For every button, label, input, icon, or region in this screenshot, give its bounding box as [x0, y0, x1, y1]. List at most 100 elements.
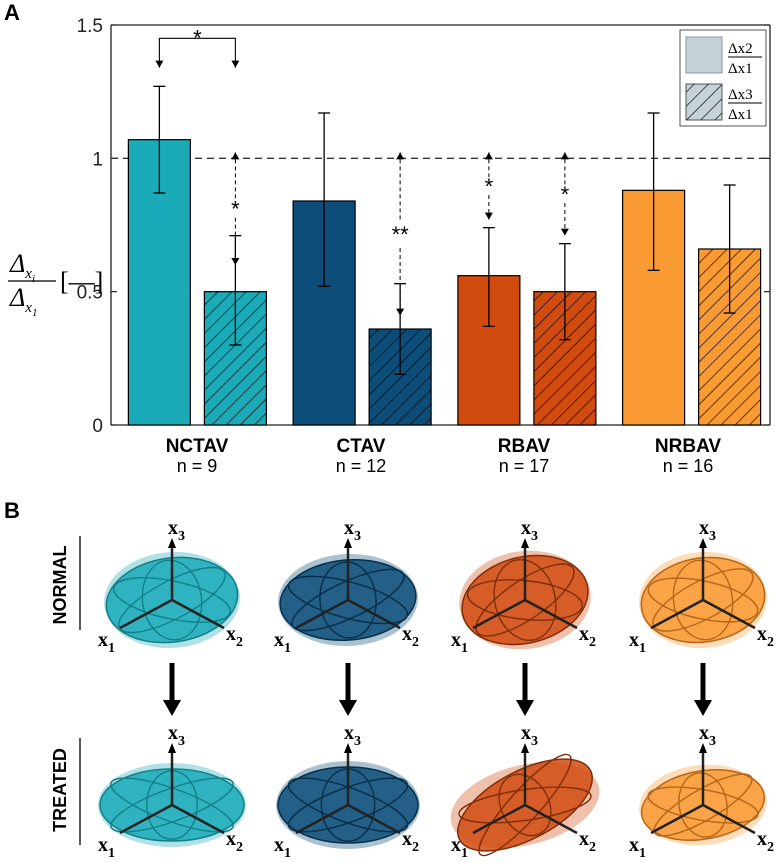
- ellipsoid-section: [287, 777, 409, 833]
- transition-arrow-head: [694, 700, 712, 716]
- ellipsoid-section: [672, 559, 734, 641]
- ellipsoid-section: [291, 568, 405, 632]
- significance-star: **: [392, 222, 410, 247]
- ellipsoid-section: [647, 577, 759, 623]
- ellipsoid-rbav-normal: x1 x2 x3: [451, 517, 596, 716]
- bar-ctav-solid: [292, 200, 356, 426]
- significance-star: *: [561, 182, 570, 207]
- legend: Δx2 Δx1 Δx3 Δx1: [679, 29, 767, 127]
- axis-x1: [472, 598, 526, 630]
- axis-label-x3: x3: [344, 517, 361, 544]
- axis-label-x1: x1: [274, 834, 291, 861]
- transition-arrow-head: [163, 700, 181, 716]
- ellipsoid-nrbav-treated: x1 x2 x3: [629, 722, 774, 861]
- axis-x2: [702, 598, 756, 630]
- panel-a-label: A: [4, 0, 20, 25]
- y-axis-label: Δxi Δx1 [—]: [8, 249, 103, 319]
- group-n-nctav: n = 9: [177, 456, 218, 476]
- panel-b-label: B: [4, 498, 20, 523]
- axis-label-x1: x1: [274, 629, 291, 656]
- ellipsoid-section: [319, 561, 377, 639]
- axis-x1: [295, 598, 349, 630]
- group-n-rbav: n = 17: [499, 456, 550, 476]
- axis-x1: [650, 598, 704, 630]
- axis-x1: [650, 803, 704, 835]
- axis-label-x1: x1: [629, 629, 646, 656]
- axis-x3-arrow: [699, 743, 707, 753]
- axis-x1: [119, 803, 173, 835]
- legend-swatch-solid: [685, 36, 723, 74]
- axis-x3-arrow: [168, 538, 176, 548]
- arrow-head: [560, 152, 569, 160]
- axis-x2: [524, 803, 578, 835]
- axis-x3-arrow: [521, 743, 529, 753]
- transition-arrow-head: [339, 700, 357, 716]
- ellipsoid-section: [110, 777, 234, 833]
- axis-x1: [119, 598, 173, 630]
- significance-bracket: [158, 37, 236, 68]
- arrow-head: [484, 212, 493, 220]
- axis-label-x1: x1: [629, 834, 646, 861]
- axis-x3-arrow: [168, 743, 176, 753]
- ellipsoid-section: [110, 777, 234, 833]
- axis-x3-arrow: [699, 538, 707, 548]
- group-label-ctav: CTAV: [337, 436, 386, 457]
- group-label-rbav: RBAV: [498, 436, 551, 457]
- ellipsoid-section: [478, 753, 572, 857]
- group-label-nctav: NCTAV: [166, 436, 229, 457]
- axis-x3-arrow: [344, 538, 352, 548]
- ellipsoid-section: [647, 786, 759, 824]
- arrow-head: [231, 60, 240, 68]
- y-tick-label: 0.5: [77, 283, 103, 304]
- axis-label-x3: x3: [699, 517, 716, 544]
- y-label-numerator: Δxi: [9, 249, 35, 285]
- significance-annotations: ***** *: [155, 25, 570, 316]
- row-label-normal: NORMAL: [50, 546, 70, 625]
- y-label-denominator: Δx1: [9, 283, 37, 319]
- axis-label-x1: x1: [451, 629, 468, 656]
- axis-label-x2: x2: [579, 623, 596, 650]
- ellipsoid-section: [653, 773, 753, 837]
- axis-label-x1: x1: [98, 834, 115, 861]
- axis-label-x3: x3: [344, 722, 361, 749]
- row-label-treated: TREATED: [50, 748, 70, 832]
- ellipsoid-section: [475, 563, 575, 637]
- axis-label-x2: x2: [226, 828, 243, 855]
- group-n-ctav: n = 12: [336, 456, 387, 476]
- arrow-head: [396, 308, 405, 316]
- group-n-nrbav: n = 16: [663, 456, 714, 476]
- arrow-head: [484, 152, 493, 160]
- ellipsoid-ctav-treated: x1 x2 x3: [274, 722, 420, 861]
- ellipsoid-section: [141, 559, 203, 641]
- ellipsoid-ctav-normal: x1 x2 x3: [274, 517, 419, 716]
- ellipsoid-nctav-treated: x1 x2 x3: [98, 722, 246, 861]
- y-tick-label: 1.5: [77, 16, 103, 37]
- significance-star: *: [193, 25, 202, 50]
- y-label-unit: [—]: [60, 267, 103, 296]
- axis-label-x2: x2: [402, 828, 419, 855]
- axis-label-x3: x3: [168, 722, 185, 749]
- axis-x2: [171, 598, 225, 630]
- significance-star: *: [485, 174, 494, 199]
- axis-x3-arrow: [521, 538, 529, 548]
- ellipsoid-section: [113, 577, 231, 623]
- row-label-normal-group: NORMAL: [50, 536, 81, 630]
- axis-label-x2: x2: [579, 828, 596, 855]
- group-labels: NCTAV n = 9 CTAV n = 12 RBAV n = 17 NRBA…: [166, 436, 722, 476]
- ellipsoid-section: [288, 575, 408, 625]
- arrow-head: [560, 228, 569, 236]
- axis-label-x3: x3: [521, 722, 538, 749]
- y-tick-label: 0: [92, 416, 103, 437]
- legend-1-denominator: Δx1: [728, 61, 753, 77]
- ellipsoid-section: [287, 777, 409, 833]
- arrow-head: [231, 152, 240, 160]
- legend-1-numerator: Δx2: [728, 41, 753, 57]
- axis-label-x3: x3: [699, 722, 716, 749]
- axis-label-x2: x2: [226, 623, 243, 650]
- ellipsoid-section: [493, 559, 557, 641]
- ellipsoid-section: [458, 786, 592, 824]
- row-label-treated-group: TREATED: [50, 738, 81, 845]
- axis-label-x3: x3: [168, 517, 185, 544]
- axis-label-x2: x2: [757, 623, 774, 650]
